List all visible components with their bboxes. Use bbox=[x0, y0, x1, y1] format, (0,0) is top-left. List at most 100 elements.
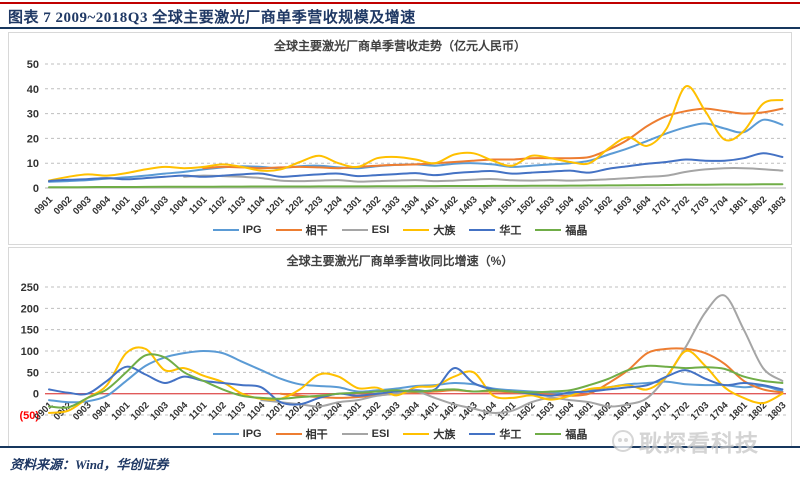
series-line-ESI bbox=[260, 294, 784, 414]
x-axis-tick-label: 1302 bbox=[360, 400, 383, 423]
series-line-福晶 bbox=[48, 183, 784, 189]
y-axis-tick-label: 100 bbox=[21, 346, 39, 358]
x-axis-tick-label: 1704 bbox=[708, 194, 731, 217]
series-line-福晶 bbox=[48, 353, 784, 409]
series-line-ESI bbox=[183, 167, 784, 183]
legend-item-福晶: 福晶 bbox=[535, 426, 587, 442]
legend-label: 大族 bbox=[433, 429, 456, 441]
legend-label: IPG bbox=[242, 224, 262, 236]
legend-swatch-IPG bbox=[212, 229, 239, 231]
legend-swatch-ESI bbox=[341, 229, 368, 231]
x-axis-tick-label: 1003 bbox=[148, 194, 171, 217]
x-axis-tick-label: 1004 bbox=[167, 400, 190, 423]
y-axis-tick-label: 0 bbox=[33, 183, 39, 195]
x-axis-tick-label: 1102 bbox=[206, 400, 228, 422]
x-axis-tick-label: 1204 bbox=[322, 194, 345, 217]
x-axis-tick-label: 1504 bbox=[553, 194, 576, 217]
x-axis-tick-label: 1603 bbox=[611, 194, 634, 217]
x-axis-tick-label: 1703 bbox=[689, 194, 712, 217]
legend-swatch-华工 bbox=[469, 229, 496, 231]
title-underline bbox=[0, 27, 800, 29]
y-axis-tick-label: 30 bbox=[27, 109, 39, 121]
figure-title: 图表 7 2009~2018Q3 全球主要激光厂商单季营收规模及增速 bbox=[8, 10, 416, 26]
legend-item-IPG: IPG bbox=[212, 224, 262, 236]
legend-label: 相干 bbox=[305, 429, 328, 441]
x-axis-tick-label: 1702 bbox=[669, 400, 692, 423]
series-line-华工 bbox=[48, 152, 784, 183]
x-axis-tick-label: 0904 bbox=[90, 194, 113, 217]
legend-swatch-ESI bbox=[341, 433, 368, 435]
legend-label: 华工 bbox=[499, 429, 522, 441]
x-axis-tick-label: 1304 bbox=[399, 400, 422, 423]
y-axis-tick-label: 250 bbox=[21, 282, 39, 294]
series-line-大族 bbox=[48, 85, 784, 182]
x-axis-tick-label: 1602 bbox=[592, 194, 615, 217]
x-axis-tick-label: 1803 bbox=[766, 194, 789, 217]
legend-label: 大族 bbox=[433, 225, 456, 237]
x-axis-tick-label: 0904 bbox=[90, 400, 113, 423]
x-axis-tick-label: 0902 bbox=[52, 194, 75, 217]
series-line-华工 bbox=[48, 365, 784, 406]
y-axis-tick-label: 50 bbox=[27, 367, 39, 379]
x-axis-tick-label: 0903 bbox=[71, 400, 94, 423]
x-axis-tick-label: 1103 bbox=[226, 194, 248, 216]
revenue-chart-legend: IPG 相干 ESI 大族 华工 福晶 bbox=[9, 222, 791, 238]
legend-item-IPG: IPG bbox=[212, 428, 262, 440]
x-axis-tick-label: 1802 bbox=[746, 194, 769, 217]
x-axis-tick-label: 1601 bbox=[573, 194, 596, 217]
legend-swatch-相干 bbox=[275, 433, 302, 435]
watermark-text: 耿探看科技 bbox=[639, 430, 759, 456]
source-note: 资料来源：Wind，华创证券 bbox=[10, 457, 169, 472]
y-axis-tick-label: (50) bbox=[19, 410, 39, 422]
x-axis-tick-label: 1401 bbox=[418, 194, 441, 217]
x-axis-tick-label: 0903 bbox=[71, 194, 94, 217]
x-axis-tick-label: 1104 bbox=[245, 194, 268, 217]
legend-swatch-华工 bbox=[469, 433, 496, 435]
legend-swatch-相干 bbox=[275, 229, 302, 231]
x-axis-tick-label: 1504 bbox=[553, 400, 576, 423]
legend-swatch-大族 bbox=[403, 433, 430, 435]
watermark: 耿探看科技 bbox=[612, 424, 759, 458]
x-axis-tick-label: 1703 bbox=[689, 400, 712, 423]
x-axis-tick-label: 1301 bbox=[341, 194, 364, 217]
x-axis-tick-label: 1102 bbox=[206, 194, 228, 216]
x-axis-tick-label: 1004 bbox=[167, 194, 190, 217]
y-axis-tick-label: 150 bbox=[21, 325, 39, 337]
y-axis-tick-label: 50 bbox=[27, 59, 39, 71]
legend-label: 相干 bbox=[305, 225, 328, 237]
watermark-logo-icon bbox=[612, 430, 634, 452]
legend-label: 福晶 bbox=[565, 225, 588, 237]
x-axis-tick-label: 1002 bbox=[129, 400, 152, 423]
legend-label: ESI bbox=[371, 428, 390, 440]
x-axis-tick-label: 1801 bbox=[727, 400, 750, 423]
legend-item-ESI: ESI bbox=[341, 224, 390, 236]
legend-item-大族: 大族 bbox=[403, 426, 455, 442]
series-line-大族 bbox=[48, 346, 784, 414]
x-axis-tick-label: 1701 bbox=[650, 194, 673, 217]
x-axis-tick-label: 1803 bbox=[766, 400, 789, 423]
x-axis-tick-label: 1403 bbox=[457, 194, 480, 217]
revenue-chart-title: 全球主要激光厂商单季营收走势（亿元人民币） bbox=[273, 39, 526, 53]
x-axis-tick-label: 1001 bbox=[110, 194, 133, 217]
legend-item-相干: 相干 bbox=[275, 426, 328, 442]
footer-separator bbox=[0, 446, 800, 448]
x-axis-tick-label: 1302 bbox=[360, 194, 383, 217]
x-axis-tick-label: 1702 bbox=[669, 194, 692, 217]
x-axis-tick-label: 1701 bbox=[650, 400, 673, 423]
x-axis-tick-label: 1303 bbox=[380, 194, 403, 217]
x-axis-tick-label: 1304 bbox=[399, 194, 422, 217]
x-axis-tick-label: 1501 bbox=[496, 194, 519, 217]
revenue-chart: 0102030405009010902090309041001100210031… bbox=[27, 59, 789, 217]
x-axis-tick-label: 1404 bbox=[476, 194, 499, 217]
x-axis-tick-label: 1502 bbox=[515, 194, 538, 217]
legend-label: ESI bbox=[371, 224, 390, 236]
growth-chart-title: 全球主要激光厂商单季营收同比增速（%） bbox=[286, 254, 514, 268]
revenue-chart-panel: 0 10 20 30 40 50 0901 0902 0903 0904 1001 1002 1003 1… bbox=[8, 32, 792, 245]
growth-chart-panel: (50) 0 50 100 150 200 250 0901 0902 0903 0904 1001 1… bbox=[8, 247, 792, 447]
x-axis-tick-label: 1301 bbox=[341, 400, 364, 423]
x-axis-tick-label: 0901 bbox=[32, 194, 55, 217]
x-axis-tick-label: 1104 bbox=[245, 400, 268, 423]
y-axis-tick-label: 40 bbox=[27, 84, 39, 96]
x-axis-tick-label: 1503 bbox=[534, 400, 557, 423]
x-axis-tick-label: 1101 bbox=[187, 400, 210, 423]
